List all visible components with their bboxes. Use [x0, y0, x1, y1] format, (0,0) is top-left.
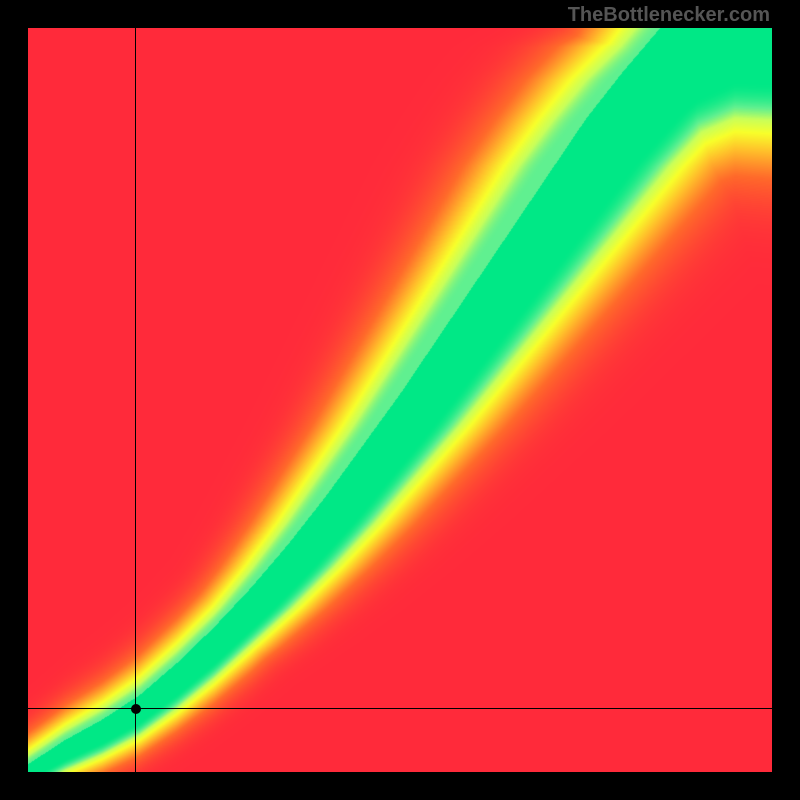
- attribution-text: TheBottlenecker.com: [568, 4, 770, 27]
- crosshair-vertical: [135, 28, 136, 772]
- bottleneck-marker: [131, 704, 141, 714]
- heatmap-canvas: [28, 28, 772, 772]
- plot-area: [28, 28, 772, 772]
